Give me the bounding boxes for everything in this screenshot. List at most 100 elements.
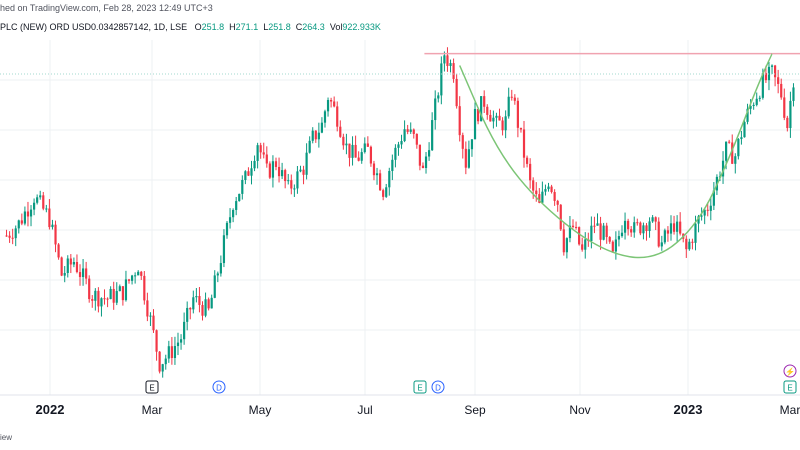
candle-body[interactable] [510, 96, 513, 98]
candle-body[interactable] [648, 221, 651, 232]
candle-body[interactable] [645, 225, 648, 232]
candle-body[interactable] [247, 171, 250, 176]
candle-body[interactable] [127, 279, 131, 281]
candle-body[interactable] [761, 73, 764, 98]
candle-body[interactable] [222, 235, 226, 264]
candle-body[interactable] [728, 141, 731, 143]
candle-body[interactable] [201, 304, 204, 316]
candle-body[interactable] [281, 170, 284, 177]
candle-body[interactable] [14, 228, 17, 239]
candle-body[interactable] [238, 193, 241, 202]
candle-body[interactable] [360, 152, 363, 161]
candle-body[interactable] [443, 55, 446, 64]
candle-body[interactable] [406, 129, 409, 132]
candle-body[interactable] [8, 235, 11, 238]
candle-body[interactable] [299, 169, 302, 172]
candle-body[interactable] [317, 132, 320, 140]
candle-body[interactable] [556, 200, 559, 205]
candle-body[interactable] [137, 271, 140, 276]
candle-body[interactable] [397, 144, 400, 148]
candle-body[interactable] [170, 346, 173, 358]
candle-body[interactable] [706, 209, 709, 211]
candle-body[interactable] [259, 145, 262, 153]
candle-body[interactable] [109, 288, 112, 300]
candle-body[interactable] [39, 195, 42, 198]
candle-body[interactable] [590, 225, 593, 242]
candle-body[interactable] [630, 229, 633, 233]
candle-body[interactable] [63, 272, 66, 276]
candle-body[interactable] [449, 63, 452, 66]
candle-body[interactable] [740, 137, 743, 140]
candle-body[interactable] [571, 225, 575, 227]
candle-body[interactable] [529, 163, 532, 181]
candle-body[interactable] [513, 97, 516, 101]
candle-body[interactable] [186, 307, 189, 322]
candle-body[interactable] [770, 65, 774, 67]
candle-body[interactable] [789, 100, 792, 129]
candle-body[interactable] [225, 222, 229, 236]
candle-body[interactable] [480, 96, 483, 122]
candle-body[interactable] [654, 217, 657, 222]
candle-body[interactable] [639, 222, 642, 234]
candle-body[interactable] [195, 296, 198, 298]
candle-body[interactable] [437, 95, 440, 99]
candle-body[interactable] [688, 241, 691, 250]
candle-body[interactable] [265, 154, 268, 164]
candle-body[interactable] [235, 201, 238, 210]
candle-body[interactable] [250, 168, 253, 176]
candle-body[interactable] [241, 179, 244, 194]
candle-body[interactable] [700, 215, 703, 217]
candle-body[interactable] [464, 148, 467, 168]
candle-body[interactable] [311, 130, 314, 141]
candle-body[interactable] [596, 223, 599, 226]
candle-body[interactable] [305, 152, 308, 175]
candle-body[interactable] [326, 99, 330, 112]
candle-body[interactable] [685, 238, 688, 250]
candle-body[interactable] [103, 298, 106, 300]
candle-body[interactable] [164, 358, 167, 365]
candle-body[interactable] [106, 298, 109, 300]
candle-body[interactable] [415, 133, 418, 145]
candle-body[interactable] [458, 106, 461, 136]
candle-body[interactable] [213, 275, 216, 298]
candle-body[interactable] [568, 225, 572, 239]
candle-body[interactable] [244, 171, 247, 180]
candle-body[interactable] [78, 272, 82, 278]
candle-body[interactable] [204, 299, 207, 316]
candle-body[interactable] [461, 135, 464, 149]
candle-body[interactable] [333, 101, 336, 107]
candle-body[interactable] [32, 202, 36, 210]
candle-body[interactable] [51, 224, 54, 228]
candle-body[interactable] [219, 263, 222, 274]
candle-body[interactable] [409, 129, 412, 132]
candle-body[interactable] [146, 300, 149, 317]
candle-body[interactable] [124, 279, 128, 301]
candle-body[interactable] [525, 157, 529, 164]
candle-body[interactable] [271, 161, 275, 178]
candle-body[interactable] [293, 188, 296, 190]
candle-body[interactable] [394, 147, 397, 160]
candle-body[interactable] [198, 296, 201, 305]
candle-body[interactable] [134, 275, 137, 277]
candle-body[interactable] [725, 141, 728, 161]
candle-body[interactable] [345, 143, 348, 146]
candle-body[interactable] [755, 98, 758, 105]
candle-body[interactable] [746, 108, 749, 122]
candle-body[interactable] [357, 157, 360, 161]
candle-body[interactable] [183, 321, 186, 340]
candle-body[interactable] [54, 224, 57, 245]
candle-body[interactable] [504, 116, 507, 131]
candle-body[interactable] [623, 220, 627, 233]
candle-body[interactable] [85, 268, 88, 279]
candle-body[interactable] [36, 197, 39, 203]
candle-body[interactable] [792, 87, 795, 101]
candle-body[interactable] [290, 180, 293, 189]
candle-body[interactable] [501, 120, 504, 131]
candle-body[interactable] [431, 120, 434, 151]
candle-body[interactable] [45, 208, 48, 210]
candle-body[interactable] [734, 156, 737, 164]
candle-body[interactable] [42, 195, 45, 209]
candle-body[interactable] [522, 129, 526, 158]
candle-body[interactable] [427, 150, 431, 157]
candle-body[interactable] [752, 104, 755, 106]
